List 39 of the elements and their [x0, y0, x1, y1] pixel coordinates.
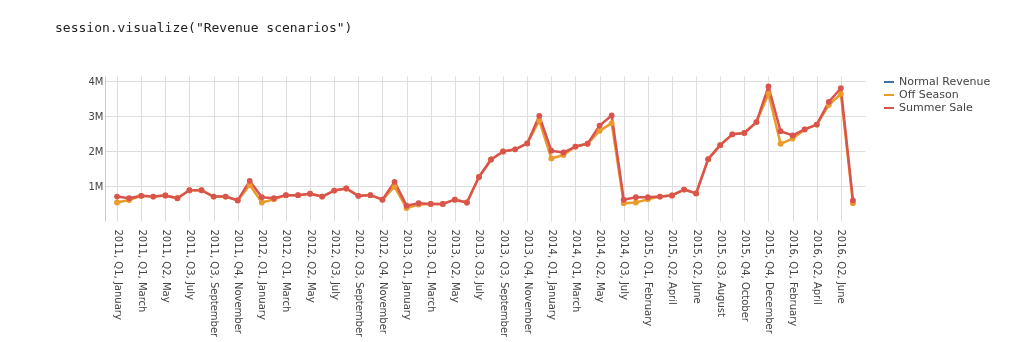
x-tick-label: 2011, Q3, July [184, 229, 196, 300]
y-tick-label: 3M [88, 110, 104, 122]
x-tick-label: 2016, Q2, April [812, 229, 824, 305]
x-tick-label: 2013, Q3, July [474, 229, 486, 300]
x-tick-label: 2011, Q3, September [209, 229, 221, 339]
x-tick-label: 2012, Q2, May [305, 229, 317, 303]
x-tick-label: 2011, Q1, March [136, 229, 148, 313]
x-tick-label: 2016, Q2, June [836, 229, 848, 304]
x-tick-label: 2012, Q1, January [257, 229, 269, 320]
x-tick-label: 2013, Q4, November [522, 229, 534, 335]
y-tick-label: 2M [88, 145, 104, 157]
x-tick-label: 2012, Q3, September [353, 229, 365, 339]
x-tick-label: 2012, Q4, November [377, 229, 389, 335]
x-tick-label: 2013, Q3, September [498, 229, 510, 339]
legend-label: Normal Revenue [899, 75, 991, 88]
x-tick-label: 2015, Q1, February [643, 229, 655, 327]
x-tick-label: 2015, Q4, December [763, 229, 775, 335]
x-tick-label: 2015, Q3, August [715, 229, 727, 317]
x-tick-label: 2015, Q4, October [739, 229, 751, 323]
x-tick-label: 2015, Q2, April [667, 229, 679, 305]
x-tick-label: 2011, Q2, May [160, 229, 172, 303]
x-tick-label: 2014, Q1, January [546, 229, 558, 320]
legend-label: Summer Sale [899, 101, 973, 114]
x-tick-label: 2013, Q2, May [450, 229, 462, 303]
x-tick-label: 2015, Q2, June [691, 229, 703, 304]
x-tick-label: 2012, Q3, July [329, 229, 341, 300]
x-tick-label: 2014, Q2, May [595, 229, 607, 303]
x-tick-label: 2013, Q1, March [426, 229, 438, 313]
x-tick-label: 2011, Q1, January [112, 229, 124, 320]
y-tick-label: 4M [88, 75, 104, 87]
y-tick-label: 1M [88, 180, 104, 192]
x-tick-label: 2013, Q1, January [402, 229, 414, 320]
x-tick-label: 2014, Q1, March [570, 229, 582, 313]
legend-label: Off Season [899, 88, 959, 101]
x-tick-label: 2011, Q4, November [233, 229, 245, 335]
x-tick-label: 2016, Q1, February [788, 229, 800, 327]
x-tick-label: 2014, Q3, July [619, 229, 631, 300]
text: session.visualize("Revenue scenarios") [55, 20, 353, 35]
x-tick-label: 2012, Q1, March [281, 229, 293, 313]
